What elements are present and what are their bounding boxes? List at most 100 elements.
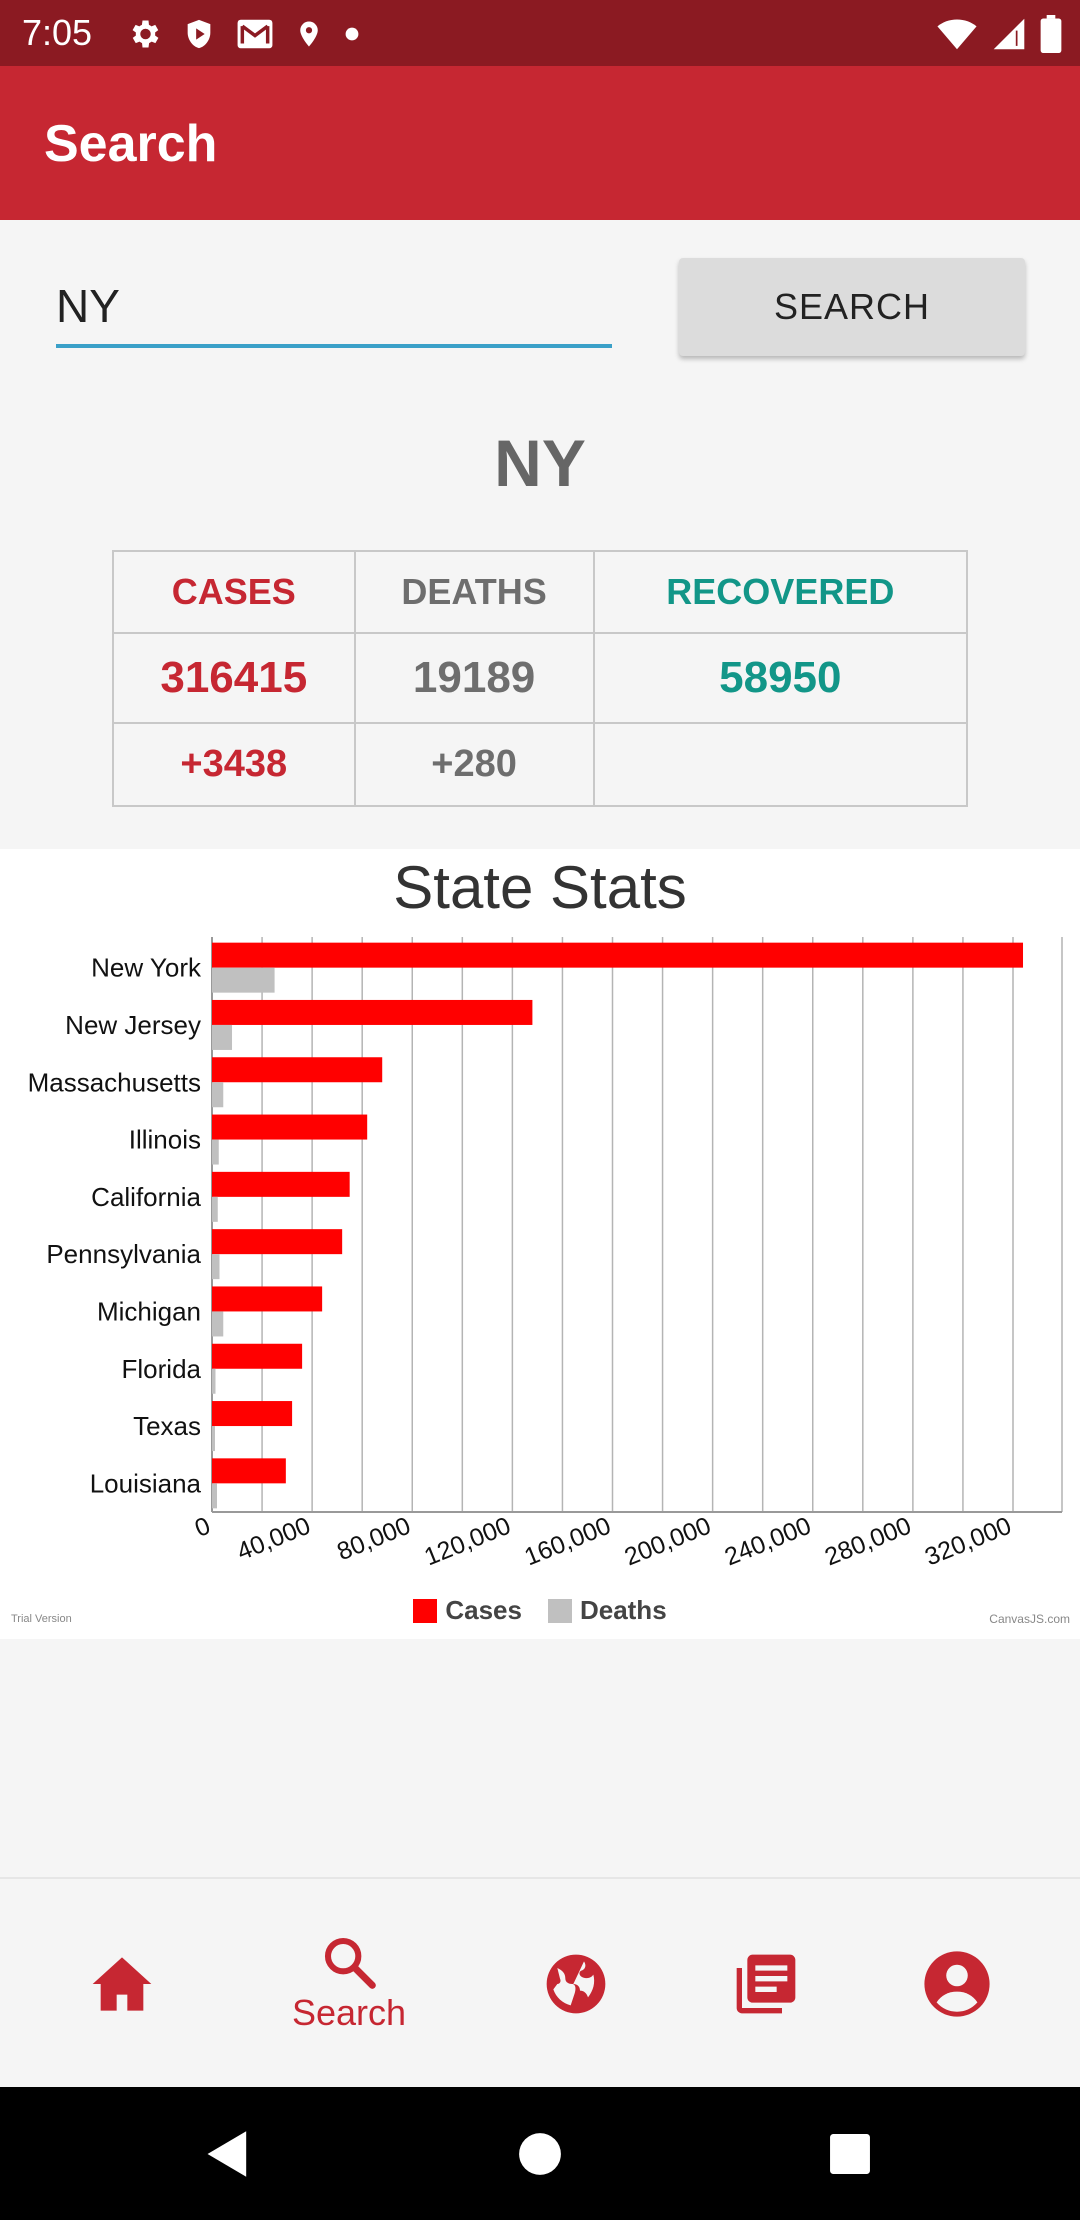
bar-deaths: [212, 1254, 220, 1280]
account-icon: [924, 1951, 990, 2017]
bar-deaths: [212, 1368, 216, 1394]
y-tick-label: Pennsylvania: [46, 1239, 201, 1269]
home-icon: [92, 1957, 152, 2011]
bottom-navigation: Search: [0, 1877, 1080, 2087]
nav-item-home[interactable]: [62, 1879, 182, 2089]
status-time: 7:05: [22, 12, 93, 53]
bar-cases: [212, 942, 1024, 968]
bar-deaths: [212, 967, 275, 993]
home-circle-icon: [519, 2132, 561, 2175]
bar-deaths: [212, 1483, 218, 1509]
y-tick-label: New York: [91, 953, 202, 983]
stats-value-row: 316415 19189 58950: [112, 632, 969, 724]
cases-delta: +3438: [112, 722, 356, 807]
y-tick-label: Massachusetts: [28, 1067, 201, 1097]
deaths-delta: +280: [353, 722, 595, 807]
region-title: NY: [494, 426, 586, 500]
recents-button[interactable]: [790, 2087, 910, 2220]
legend-swatch-cases: [413, 1598, 438, 1623]
back-icon: [207, 2130, 247, 2177]
y-tick-label: California: [91, 1182, 201, 1212]
bar-cases: [212, 1343, 303, 1369]
y-tick-label: Florida: [122, 1354, 202, 1384]
bar-deaths: [212, 1024, 233, 1050]
x-tick-label: 80,000: [333, 1512, 414, 1567]
x-tick-label: 200,000: [621, 1512, 715, 1572]
app-bar: Search: [0, 66, 1080, 220]
nav-item-search[interactable]: Search: [274, 1879, 424, 2089]
stats-delta-row: +3438 +280: [112, 722, 969, 807]
bar-deaths: [212, 1082, 224, 1108]
nav-item-news[interactable]: [706, 1879, 826, 2089]
y-tick-label: Louisiana: [90, 1468, 202, 1498]
cell-signal-icon: [993, 18, 1025, 50]
news-icon: [736, 1954, 796, 2014]
chart-legend: Cases Deaths: [0, 1595, 1080, 1626]
page-title: Search: [44, 115, 218, 173]
dot-icon: [345, 27, 359, 41]
y-tick-label: Michigan: [97, 1296, 201, 1326]
trial-version-label: Trial Version: [11, 1613, 72, 1625]
back-button[interactable]: [168, 2087, 288, 2220]
nav-item-world[interactable]: [516, 1879, 636, 2089]
legend-item-deaths: Deaths: [547, 1595, 667, 1626]
x-tick-label: 120,000: [420, 1512, 514, 1572]
y-tick-label: Texas: [133, 1411, 201, 1441]
deaths-header: DEATHS: [353, 550, 595, 634]
bar-cases: [212, 1458, 286, 1484]
search-icon: [324, 1937, 376, 1989]
legend-item-cases: Cases: [413, 1595, 522, 1626]
x-tick-label: 280,000: [821, 1512, 915, 1572]
shield-icon: [187, 19, 211, 49]
legend-swatch-deaths: [547, 1598, 572, 1623]
bar-cases: [212, 999, 533, 1025]
x-tick-label: 240,000: [721, 1512, 815, 1572]
deaths-value: 19189: [353, 632, 595, 724]
bar-cases: [212, 1286, 323, 1312]
bar-deaths: [212, 1426, 215, 1452]
bar-cases: [212, 1401, 293, 1427]
cases-header: CASES: [112, 550, 356, 634]
chart-credit-label: CanvasJS.com: [989, 1612, 1070, 1626]
recovered-delta: [592, 722, 969, 807]
state-stats-chart: State Stats New York New Jersey Massachuse…: [0, 849, 1080, 1639]
bar-cases: [212, 1114, 368, 1140]
location-icon: [300, 21, 318, 47]
search-input[interactable]: [56, 268, 612, 348]
stats-header-row: CASES DEATHS RECOVERED: [112, 550, 969, 634]
status-bar: 7:05: [0, 0, 1080, 66]
recovered-value: 58950: [592, 632, 969, 724]
bar-deaths: [212, 1196, 218, 1222]
bar-cases: [212, 1229, 343, 1255]
x-tick-label: 160,000: [520, 1512, 614, 1572]
globe-icon: [546, 1954, 606, 2014]
system-status-icons: [936, 14, 1062, 54]
battery-icon: [1040, 15, 1062, 53]
bar-cases: [212, 1057, 383, 1083]
nav-item-account[interactable]: [897, 1879, 1017, 2089]
wifi-icon: [937, 19, 977, 50]
x-tick-label: 40,000: [233, 1512, 314, 1567]
cases-value: 316415: [112, 632, 356, 724]
bar-deaths: [212, 1311, 224, 1337]
settings-icon: [132, 20, 159, 48]
notification-icons: [126, 14, 360, 54]
legend-label-cases: Cases: [445, 1595, 522, 1625]
x-tick-label: 0: [191, 1512, 214, 1543]
recents-icon: [830, 2133, 870, 2174]
x-tick-label: 320,000: [921, 1512, 1015, 1572]
legend-label-deaths: Deaths: [579, 1595, 667, 1625]
chart-title: State Stats: [393, 854, 687, 921]
chart-plot: New York New Jersey Massachusetts Illinois C…: [28, 937, 1063, 1572]
y-tick-label: Illinois: [129, 1125, 201, 1155]
bar-deaths: [212, 1139, 219, 1165]
gmail-icon: [237, 19, 273, 49]
nav-label-search: Search: [291, 1992, 407, 2033]
bar-cases: [212, 1171, 350, 1197]
y-tick-label: New Jersey: [65, 1010, 201, 1040]
home-button[interactable]: [480, 2087, 600, 2220]
recovered-header: RECOVERED: [592, 550, 969, 634]
system-navigation-bar: [0, 2087, 1080, 2220]
search-button[interactable]: SEARCH: [679, 258, 1025, 356]
stats-table: CASES DEATHS RECOVERED 316415 19189 5895…: [112, 550, 969, 807]
